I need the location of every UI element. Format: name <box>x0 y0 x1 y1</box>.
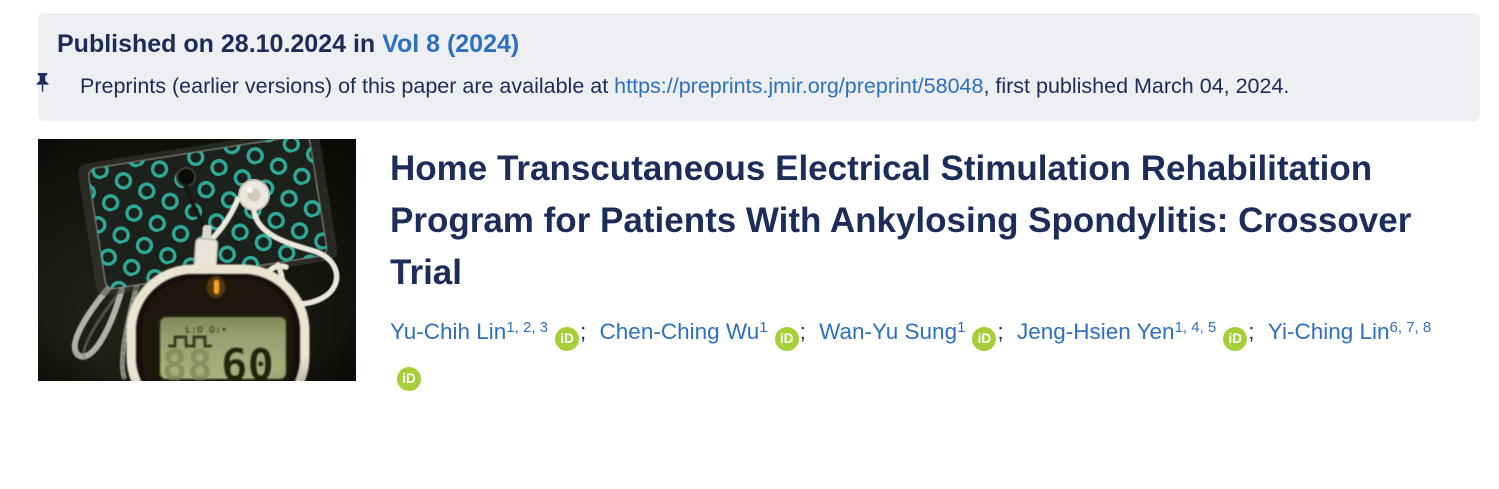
published-date-text: Published on 28.10.2024 in <box>57 30 383 58</box>
article-head-text: Home Transcutaneous Electrical Stimulati… <box>390 139 1460 392</box>
author-separator: ; <box>799 319 813 345</box>
author-link[interactable]: Yu-Chih Lin1, 2, 3 <box>390 318 549 345</box>
article-header: L:O O:• 88 60 Home Transcutaneous Electr… <box>38 139 1480 392</box>
author-link[interactable]: Jeng-Hsien Yen1, 4, 5 <box>1016 318 1217 345</box>
author-link[interactable]: Chen-Ching Wu1 <box>599 318 768 345</box>
published-line: Published on 28.10.2024 in Vol 8 (2024) <box>57 29 1460 60</box>
published-panel: Published on 28.10.2024 in Vol 8 (2024) … <box>36 13 1480 122</box>
author-link[interactable]: Yi-Ching Lin6, 7, 8 <box>1267 318 1432 345</box>
author-separator: ; <box>997 319 1010 345</box>
author-affiliations: 1 <box>759 318 768 336</box>
pushpin-icon <box>36 73 74 101</box>
author-separator: ; <box>580 319 593 345</box>
author-affiliations: 1, 2, 3 <box>506 318 549 336</box>
preprint-text-after: , first published March 04, 2024. <box>983 74 1290 99</box>
preprint-text-before: Preprints (earlier versions) of this pap… <box>80 74 615 99</box>
orcid-icon[interactable]: iD <box>1223 327 1248 352</box>
authors-list: Yu-Chih Lin1, 2, 3iD; Chen-Ching Wu1iD; … <box>390 312 1460 392</box>
orcid-icon[interactable]: iD <box>774 327 799 352</box>
author-link[interactable]: Wan-Yu Sung1 <box>819 318 966 345</box>
tens-device-illustration: L:O O:• 88 60 <box>38 139 356 382</box>
orcid-icon[interactable]: iD <box>972 327 997 352</box>
preprint-url-link[interactable]: https://preprints.jmir.org/preprint/5804… <box>614 74 984 99</box>
article-thumbnail-image: L:O O:• 88 60 <box>38 139 356 382</box>
orcid-icon[interactable]: iD <box>555 327 580 352</box>
author-affiliations: 1 <box>957 318 966 336</box>
volume-link[interactable]: Vol 8 (2024) <box>382 30 520 58</box>
author-affiliations: 6, 7, 8 <box>1389 318 1432 336</box>
author-separator: ; <box>1248 319 1261 345</box>
orcid-icon[interactable]: iD <box>397 367 421 392</box>
author-affiliations: 1, 4, 5 <box>1174 318 1217 336</box>
preprint-line: Preprints (earlier versions) of this pap… <box>36 73 1460 101</box>
article-title: Home Transcutaneous Electrical Stimulati… <box>390 149 1412 293</box>
